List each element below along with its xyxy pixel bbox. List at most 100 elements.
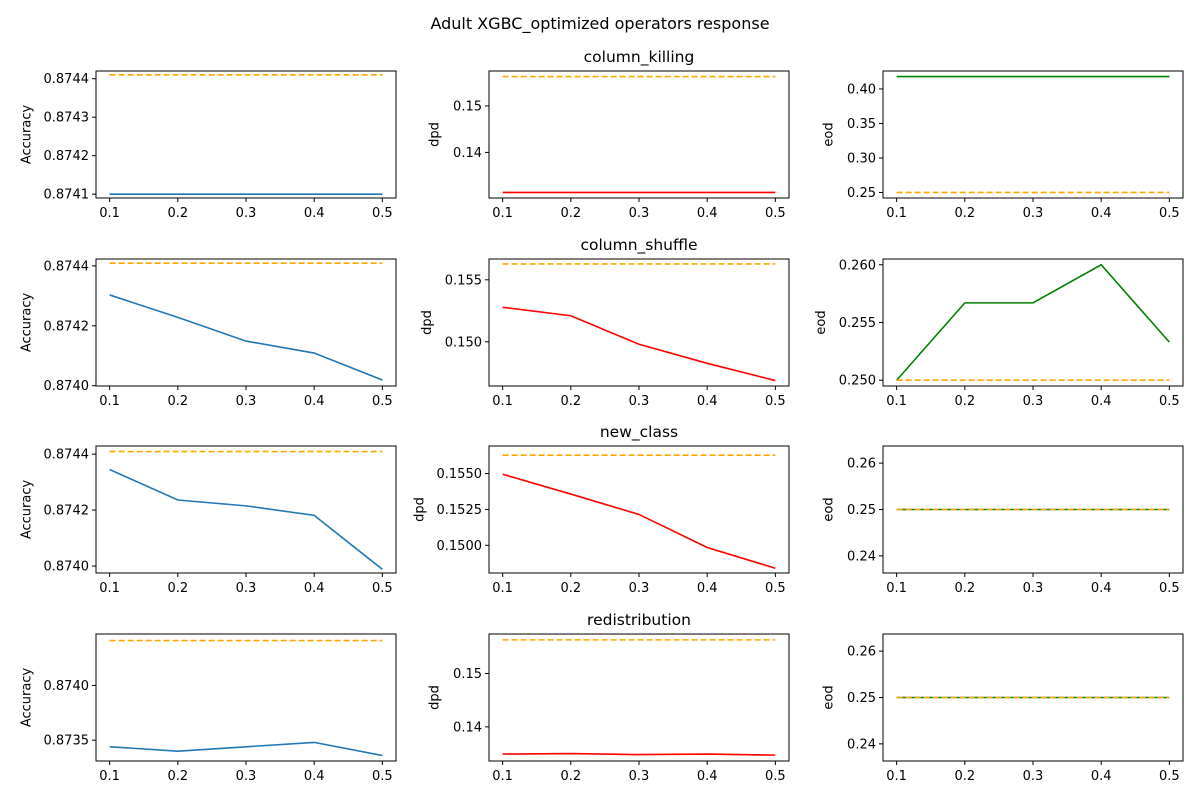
x-tick-label: 0.2 [560, 581, 581, 596]
x-tick-label: 0.1 [99, 581, 120, 596]
x-tick-label: 0.2 [167, 394, 188, 409]
y-tick-label: 0.24 [847, 549, 876, 564]
x-tick-label: 0.4 [1091, 581, 1112, 596]
x-tick-label: 0.5 [765, 769, 786, 784]
y-tick-label: 0.40 [847, 82, 876, 97]
x-tick-label: 0.4 [1091, 769, 1112, 784]
subplot: 0.1 0.2 0.3 0.4 0.5 0.24 0.25 0.26 eod [822, 445, 1184, 596]
x-tick-label: 0.5 [1159, 581, 1180, 596]
series-line [502, 306, 776, 382]
x-tick-label: 0.1 [492, 581, 513, 596]
x-tick-label: 0.3 [236, 769, 257, 784]
series-line [896, 263, 1170, 381]
y-tick-label: 0.8735 [44, 734, 90, 749]
x-tick-label: 0.4 [304, 581, 325, 596]
subplot-title: column_shuffle [580, 236, 697, 255]
x-tick-label: 0.4 [304, 206, 325, 221]
x-tick-label: 0.1 [492, 394, 513, 409]
subplot: 0.1 0.2 0.3 0.4 0.5 0.8740 0.8742 0.8744 Accurac… [19, 258, 397, 409]
y-axis-label: Accuracy [19, 105, 34, 165]
y-tick-label: 0.30 [847, 151, 876, 166]
x-tick-label: 0.5 [372, 206, 393, 221]
y-tick-label: 0.150 [445, 335, 482, 350]
series-line [109, 741, 383, 757]
subplot-title: column_killing [584, 48, 695, 67]
x-tick-label: 0.4 [697, 769, 718, 784]
x-tick-label: 0.1 [886, 394, 907, 409]
y-tick-label: 0.1500 [437, 539, 483, 554]
figure-title: Adult XGBC_optimized operators response [430, 14, 769, 34]
y-tick-label: 0.15 [453, 667, 482, 682]
series-line [502, 752, 776, 756]
x-tick-label: 0.2 [167, 769, 188, 784]
x-tick-label: 0.2 [167, 206, 188, 221]
subplot: 0.1 0.2 0.3 0.4 0.5 0.24 0.25 0.26 eod [822, 633, 1184, 784]
x-tick-label: 0.2 [954, 206, 975, 221]
y-tick-label: 0.35 [847, 117, 876, 132]
x-tick-label: 0.5 [1159, 394, 1180, 409]
subplot: 0.1 0.2 0.3 0.4 0.5 0.8740 0.8742 0.8744 Accurac… [19, 445, 397, 596]
y-axis-label: dpd [428, 122, 443, 147]
series-line [109, 294, 383, 381]
y-tick-label: 0.14 [453, 720, 482, 735]
x-tick-label: 0.4 [1091, 206, 1112, 221]
subplot: 0.1 0.2 0.3 0.4 0.5 0.8735 0.8740 Accuracy [19, 633, 397, 784]
y-axis-label: dpd [428, 685, 443, 710]
y-tick-label: 0.8740 [44, 560, 90, 575]
subplot-grid: 0.1 0.2 0.3 0.4 0.5 0.8741 0.8742 0.8743 0.8744 A… [19, 48, 1184, 784]
x-tick-label: 0.1 [886, 581, 907, 596]
y-axis-label: dpd [420, 310, 435, 335]
series-line [502, 473, 776, 570]
x-tick-label: 0.5 [765, 206, 786, 221]
y-axis-label: Accuracy [19, 480, 34, 540]
subplot-title: new_class [600, 423, 678, 442]
subplot: 0.1 0.2 0.3 0.4 0.5 0.14 0.15 dpd column_killing [428, 48, 790, 221]
subplot-title: redistribution [587, 611, 691, 629]
x-tick-label: 0.3 [629, 394, 650, 409]
x-tick-label: 0.5 [372, 769, 393, 784]
y-axis-label: Accuracy [19, 668, 34, 728]
x-tick-label: 0.2 [560, 769, 581, 784]
y-tick-label: 0.15 [453, 99, 482, 114]
y-tick-label: 0.1525 [437, 503, 483, 518]
x-tick-label: 0.3 [236, 394, 257, 409]
x-tick-label: 0.2 [167, 581, 188, 596]
x-tick-label: 0.4 [304, 394, 325, 409]
x-tick-label: 0.2 [954, 581, 975, 596]
x-tick-label: 0.3 [1023, 394, 1044, 409]
y-tick-label: 0.1550 [437, 467, 483, 482]
x-tick-label: 0.1 [492, 769, 513, 784]
x-tick-label: 0.4 [1091, 394, 1112, 409]
x-tick-label: 0.2 [954, 394, 975, 409]
y-tick-label: 0.26 [847, 457, 876, 472]
y-tick-label: 0.14 [453, 146, 482, 161]
y-tick-label: 0.8744 [44, 259, 90, 274]
subplot: 0.1 0.2 0.3 0.4 0.5 0.250 0.255 0.260 eod [814, 258, 1184, 409]
subplot: 0.1 0.2 0.3 0.4 0.5 0.14 0.15 dpd redistribution [428, 611, 790, 784]
x-tick-label: 0.5 [1159, 769, 1180, 784]
y-tick-label: 0.8743 [44, 111, 90, 126]
subplot: 0.1 0.2 0.3 0.4 0.5 0.150 0.155 dpd column_shuff… [420, 236, 790, 409]
x-tick-label: 0.3 [629, 769, 650, 784]
x-tick-label: 0.2 [954, 769, 975, 784]
y-tick-label: 0.260 [839, 258, 876, 273]
y-axis-label: eod [822, 685, 837, 709]
y-tick-label: 0.25 [847, 186, 876, 201]
x-tick-label: 0.1 [886, 206, 907, 221]
y-tick-label: 0.8740 [44, 379, 90, 394]
y-tick-label: 0.8741 [44, 188, 90, 203]
y-axis-label: eod [822, 497, 837, 521]
y-axis-label: eod [814, 310, 829, 334]
x-tick-label: 0.3 [629, 206, 650, 221]
x-tick-label: 0.5 [372, 581, 393, 596]
y-tick-label: 0.8744 [44, 448, 90, 463]
x-tick-label: 0.5 [1159, 206, 1180, 221]
x-tick-label: 0.5 [372, 394, 393, 409]
x-tick-label: 0.1 [99, 769, 120, 784]
series-line [109, 468, 383, 570]
y-tick-label: 0.8742 [44, 319, 90, 334]
y-tick-label: 0.8742 [44, 149, 90, 164]
x-tick-label: 0.2 [560, 394, 581, 409]
